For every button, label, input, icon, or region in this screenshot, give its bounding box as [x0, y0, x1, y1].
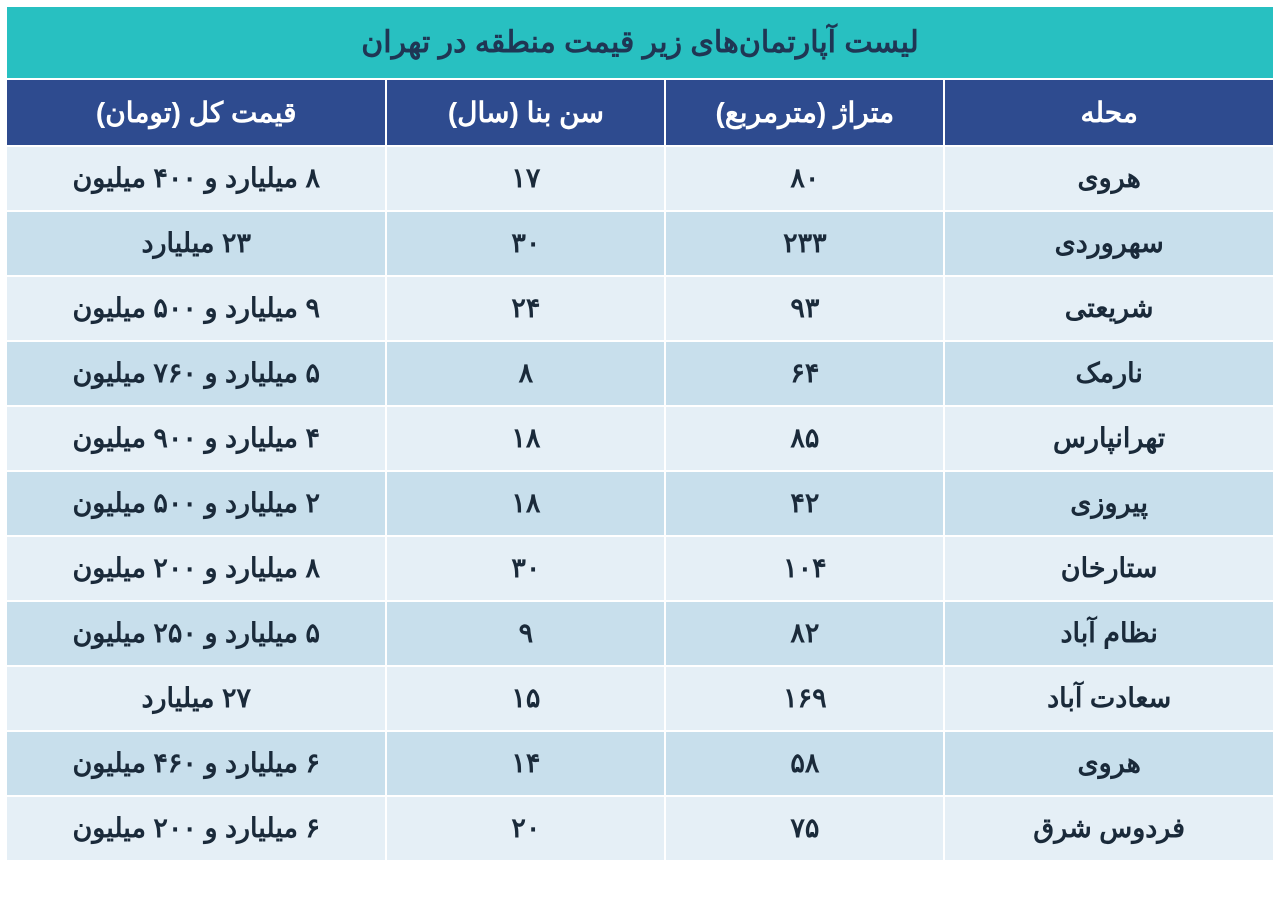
- cell-district: ستارخان: [944, 536, 1274, 601]
- table-row: سعادت آباد۱۶۹۱۵۲۷ میلیارد: [6, 666, 1274, 731]
- cell-district: نظام آباد: [944, 601, 1274, 666]
- cell-age: ۱۸: [386, 471, 665, 536]
- table-row: نظام آباد۸۲۹۵ میلیارد و ۲۵۰ میلیون: [6, 601, 1274, 666]
- cell-area: ۵۸: [665, 731, 944, 796]
- cell-district: سهروردی: [944, 211, 1274, 276]
- cell-price: ۲۳ میلیارد: [6, 211, 386, 276]
- cell-area: ۷۵: [665, 796, 944, 861]
- table-header-row: محله متراژ (مترمربع) سن بنا (سال) قیمت ک…: [6, 79, 1274, 146]
- cell-price: ۸ میلیارد و ۴۰۰ میلیون: [6, 146, 386, 211]
- cell-district: سعادت آباد: [944, 666, 1274, 731]
- cell-area: ۴۲: [665, 471, 944, 536]
- cell-price: ۲۷ میلیارد: [6, 666, 386, 731]
- cell-price: ۹ میلیارد و ۵۰۰ میلیون: [6, 276, 386, 341]
- header-district: محله: [944, 79, 1274, 146]
- cell-area: ۸۰: [665, 146, 944, 211]
- header-price: قیمت کل (تومان): [6, 79, 386, 146]
- table-row: شریعتی۹۳۲۴۹ میلیارد و ۵۰۰ میلیون: [6, 276, 1274, 341]
- table-row: ستارخان۱۰۴۳۰۸ میلیارد و ۲۰۰ میلیون: [6, 536, 1274, 601]
- cell-area: ۶۴: [665, 341, 944, 406]
- cell-price: ۶ میلیارد و ۴۶۰ میلیون: [6, 731, 386, 796]
- cell-district: فردوس شرق: [944, 796, 1274, 861]
- table-row: پیروزی۴۲۱۸۲ میلیارد و ۵۰۰ میلیون: [6, 471, 1274, 536]
- cell-district: هروی: [944, 731, 1274, 796]
- apartment-price-table: لیست آپارتمان‌های زیر قیمت منطقه در تهرا…: [5, 5, 1275, 862]
- cell-area: ۲۳۳: [665, 211, 944, 276]
- cell-district: تهرانپارس: [944, 406, 1274, 471]
- cell-area: ۱۰۴: [665, 536, 944, 601]
- table-row: فردوس شرق۷۵۲۰۶ میلیارد و ۲۰۰ میلیون: [6, 796, 1274, 861]
- table-row: نارمک۶۴۸۵ میلیارد و ۷۶۰ میلیون: [6, 341, 1274, 406]
- cell-district: پیروزی: [944, 471, 1274, 536]
- cell-area: ۱۶۹: [665, 666, 944, 731]
- header-area: متراژ (مترمربع): [665, 79, 944, 146]
- cell-age: ۱۵: [386, 666, 665, 731]
- cell-age: ۱۷: [386, 146, 665, 211]
- cell-age: ۱۴: [386, 731, 665, 796]
- cell-age: ۱۸: [386, 406, 665, 471]
- cell-age: ۲۰: [386, 796, 665, 861]
- price-table: لیست آپارتمان‌های زیر قیمت منطقه در تهرا…: [5, 5, 1275, 862]
- table-row: هروی۸۰۱۷۸ میلیارد و ۴۰۰ میلیون: [6, 146, 1274, 211]
- cell-area: ۸۲: [665, 601, 944, 666]
- cell-age: ۲۴: [386, 276, 665, 341]
- cell-age: ۸: [386, 341, 665, 406]
- cell-price: ۵ میلیارد و ۷۶۰ میلیون: [6, 341, 386, 406]
- cell-district: هروی: [944, 146, 1274, 211]
- table-row: هروی۵۸۱۴۶ میلیارد و ۴۶۰ میلیون: [6, 731, 1274, 796]
- cell-price: ۸ میلیارد و ۲۰۰ میلیون: [6, 536, 386, 601]
- cell-district: نارمک: [944, 341, 1274, 406]
- cell-price: ۶ میلیارد و ۲۰۰ میلیون: [6, 796, 386, 861]
- table-title-row: لیست آپارتمان‌های زیر قیمت منطقه در تهرا…: [6, 6, 1274, 79]
- table-row: سهروردی۲۳۳۳۰۲۳ میلیارد: [6, 211, 1274, 276]
- cell-area: ۹۳: [665, 276, 944, 341]
- cell-price: ۵ میلیارد و ۲۵۰ میلیون: [6, 601, 386, 666]
- cell-district: شریعتی: [944, 276, 1274, 341]
- cell-age: ۳۰: [386, 536, 665, 601]
- cell-area: ۸۵: [665, 406, 944, 471]
- table-row: تهرانپارس۸۵۱۸۴ میلیارد و ۹۰۰ میلیون: [6, 406, 1274, 471]
- table-title: لیست آپارتمان‌های زیر قیمت منطقه در تهرا…: [6, 6, 1274, 79]
- header-age: سن بنا (سال): [386, 79, 665, 146]
- cell-age: ۹: [386, 601, 665, 666]
- cell-price: ۲ میلیارد و ۵۰۰ میلیون: [6, 471, 386, 536]
- cell-age: ۳۰: [386, 211, 665, 276]
- cell-price: ۴ میلیارد و ۹۰۰ میلیون: [6, 406, 386, 471]
